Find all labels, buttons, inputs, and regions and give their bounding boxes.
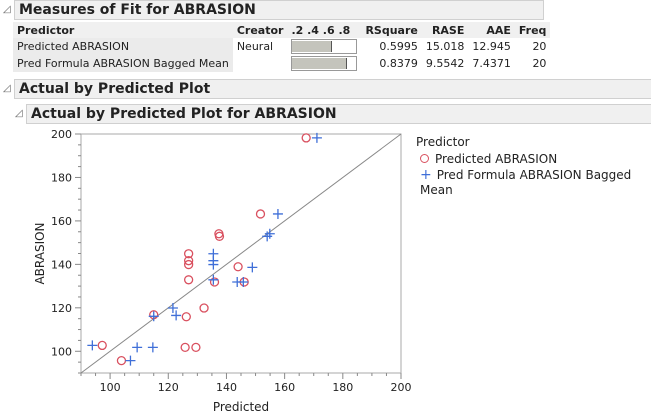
col-header: Predictor	[13, 22, 233, 38]
rase-cell: 15.018	[425, 40, 465, 53]
x-tick-label: 160	[274, 381, 295, 394]
rase-cell: 9.5542	[425, 57, 465, 70]
section-header-measures-of-fit[interactable]: Measures of Fit for ABRASION	[14, 0, 544, 20]
freq-cell: 20	[532, 40, 547, 53]
rsquare-bar-cell	[287, 55, 361, 72]
data-point-plus	[171, 310, 182, 321]
creator-cell: Neural	[236, 40, 274, 53]
col-header: RSquare	[361, 22, 422, 38]
collapse-triangle-icon[interactable]: ◿	[3, 4, 11, 15]
data-point-plus	[238, 276, 249, 287]
data-point-plus	[208, 259, 219, 270]
x-tick-label: 140	[216, 381, 237, 394]
reference-line	[80, 133, 402, 374]
collapse-triangle-icon[interactable]: ◿	[15, 108, 23, 119]
plus-marker-icon: +	[420, 167, 432, 183]
legend-item-predicted[interactable]: Predicted ABRASION	[420, 152, 557, 166]
aae-cell: 12.945	[472, 40, 511, 53]
legend-title: Predictor	[416, 135, 470, 149]
freq-cell: 20	[532, 57, 547, 70]
data-point-circle	[199, 303, 209, 313]
data-point-plus	[262, 231, 273, 242]
rsquare-bar	[292, 58, 348, 69]
data-point-circle	[191, 342, 201, 353]
data-point-circle	[209, 277, 220, 287]
x-axis-label: Predicted	[213, 400, 269, 414]
legend-label: Pred Formula ABRASION Bagged Mean	[420, 168, 632, 197]
data-point-plus	[264, 228, 275, 239]
data-point-circle	[255, 209, 266, 219]
predictor-cell: Pred Formula ABRASION Bagged Mean	[13, 55, 233, 72]
rsquare-cell: 0.8379	[379, 57, 418, 70]
y-tick-label: 140	[51, 258, 72, 271]
data-point-circle	[116, 355, 127, 366]
data-point-circle	[183, 256, 194, 266]
data-point-plus	[87, 340, 98, 351]
x-tick-label: 200	[391, 381, 412, 394]
col-header: Creator	[232, 22, 288, 38]
y-axis-label: ABRASION	[33, 222, 47, 284]
data-point-plus	[147, 342, 158, 353]
rsquare-bar	[292, 41, 332, 52]
data-point-circle	[183, 275, 194, 285]
measures-of-fit-table: Predictor Creator .2 .4 .6 .8 RSquare RA…	[13, 22, 551, 72]
legend-item-bagged[interactable]: + Pred Formula ABRASION Bagged Mean	[420, 167, 651, 197]
data-point-plus	[247, 262, 258, 273]
y-tick-label: 160	[51, 215, 72, 228]
aae-cell: 7.4371	[472, 57, 511, 70]
data-point-plus	[167, 303, 178, 314]
section-header-actual-by-predicted-abrasion[interactable]: Actual by Predicted Plot for ABRASION	[26, 104, 651, 124]
legend-label: Predicted ABRASION	[435, 152, 558, 166]
y-tick-label: 120	[51, 302, 72, 315]
data-point-plus	[311, 132, 322, 143]
data-point-circle	[301, 133, 311, 143]
data-point-circle	[233, 262, 243, 272]
col-header: RASE	[421, 22, 469, 38]
collapse-triangle-icon[interactable]: ◿	[3, 83, 11, 94]
data-point-plus	[208, 274, 219, 285]
data-point-circle	[183, 249, 194, 259]
data-point-plus	[272, 208, 283, 219]
data-point-plus	[132, 342, 143, 353]
data-point-plus	[148, 311, 159, 322]
table-row: Pred Formula ABRASION Bagged Mean 0.8379…	[13, 55, 550, 72]
rsquare-bar-cell	[287, 38, 361, 55]
data-point-circle	[181, 312, 191, 322]
data-point-plus	[125, 355, 136, 366]
data-point-circle	[97, 340, 107, 351]
section-header-actual-by-predicted[interactable]: Actual by Predicted Plot	[14, 79, 651, 99]
rsquare-cell: 0.5995	[379, 40, 418, 53]
circle-marker-icon	[420, 154, 429, 163]
x-tick-label: 120	[158, 381, 179, 394]
col-header: AAE	[468, 22, 515, 38]
col-header: Freq	[514, 22, 551, 38]
data-point-circle	[214, 231, 225, 241]
data-point-circle	[183, 259, 194, 270]
data-point-circle	[180, 342, 190, 353]
x-tick-label: 180	[332, 381, 353, 394]
table-row: Predicted ABRASION Neural 0.5995 15.018 …	[13, 38, 550, 55]
y-tick-label: 200	[51, 128, 72, 141]
predictor-cell: Predicted ABRASION	[13, 38, 233, 55]
y-tick-label: 180	[51, 171, 72, 184]
x-tick-label: 100	[100, 381, 121, 394]
col-header: .2 .4 .6 .8	[287, 22, 362, 38]
y-tick-label: 100	[51, 345, 72, 358]
